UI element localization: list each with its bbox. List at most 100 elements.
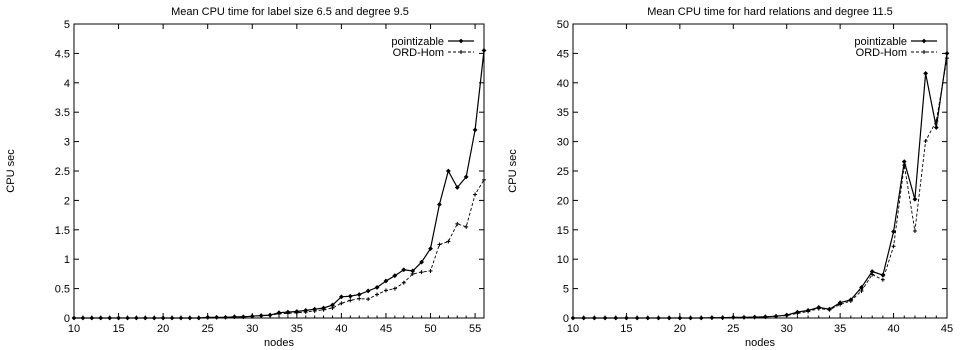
y-tick-label: 0 xyxy=(563,313,569,325)
x-tick-label: 10 xyxy=(567,323,579,335)
y-tick-label: 5 xyxy=(563,284,569,296)
data-point-ord-hom xyxy=(859,288,864,293)
data-point-pointizable xyxy=(912,196,918,202)
data-point-ord-hom xyxy=(285,311,290,316)
data-point-ord-hom xyxy=(656,316,661,320)
data-point-pointizable xyxy=(472,127,478,133)
data-point-ord-hom xyxy=(143,316,148,320)
data-point-ord-hom xyxy=(232,314,237,319)
data-point-ord-hom xyxy=(806,309,811,314)
x-tick-label: 35 xyxy=(291,323,303,335)
y-tick-label: 5 xyxy=(64,19,70,31)
series-line-pointizable xyxy=(573,53,948,319)
data-point-ord-hom xyxy=(401,280,406,285)
legend-label: ORD-Hom xyxy=(393,47,444,59)
x-tick-label: 20 xyxy=(157,323,169,335)
x-tick-label: 40 xyxy=(335,323,347,335)
data-point-ord-hom xyxy=(581,316,586,320)
x-tick-label: 30 xyxy=(246,323,258,335)
series-line-ord-hom xyxy=(573,58,948,319)
data-point-ord-hom xyxy=(752,315,757,320)
data-point-ord-hom xyxy=(912,228,917,233)
data-point-ord-hom xyxy=(241,314,246,319)
chart-title: Mean CPU time for hard relations and deg… xyxy=(647,6,893,18)
data-point-ord-hom xyxy=(709,315,714,320)
data-point-ord-hom xyxy=(161,316,166,320)
y-tick-label: 35 xyxy=(557,107,569,119)
data-point-ord-hom xyxy=(592,316,597,320)
chart-title: Mean CPU time for label size 6.5 and deg… xyxy=(171,6,409,18)
data-point-ord-hom xyxy=(774,314,779,319)
y-tick-label: 2.5 xyxy=(55,166,70,178)
legend-label: pointizable xyxy=(391,36,444,48)
x-tick-label: 10 xyxy=(68,323,80,335)
data-point-pointizable xyxy=(356,292,362,297)
y-axis-label: CPU sec xyxy=(5,149,17,193)
data-point-ord-hom xyxy=(763,314,768,319)
data-point-ord-hom xyxy=(437,242,442,247)
y-tick-label: 3.5 xyxy=(55,107,70,119)
data-point-ord-hom xyxy=(624,316,629,320)
data-point-ord-hom xyxy=(187,316,192,320)
data-point-ord-hom xyxy=(455,221,460,226)
y-tick-label: 15 xyxy=(557,225,569,237)
x-tick-label: 15 xyxy=(112,323,124,335)
data-point-ord-hom xyxy=(170,316,175,320)
data-point-pointizable xyxy=(428,246,433,252)
chart-left: Mean CPU time for label size 6.5 and deg… xyxy=(5,6,487,349)
data-point-ord-hom xyxy=(473,192,478,197)
x-tick-label: 45 xyxy=(941,323,953,335)
legend-marker xyxy=(921,38,927,44)
chart-svg: Mean CPU time for label size 6.5 and deg… xyxy=(5,6,487,349)
data-point-ord-hom xyxy=(366,297,371,302)
y-tick-label: 50 xyxy=(557,19,569,31)
data-point-ord-hom xyxy=(294,310,299,315)
y-tick-label: 0.5 xyxy=(55,284,70,296)
y-tick-label: 25 xyxy=(557,166,569,178)
data-point-ord-hom xyxy=(613,316,618,320)
data-point-ord-hom xyxy=(116,316,121,320)
data-point-pointizable xyxy=(392,273,398,279)
data-point-ord-hom xyxy=(383,288,388,293)
data-point-ord-hom xyxy=(125,316,130,320)
data-point-ord-hom xyxy=(635,316,640,320)
data-point-ord-hom xyxy=(880,277,885,282)
data-point-ord-hom xyxy=(571,316,575,320)
series-line-pointizable xyxy=(74,50,485,319)
data-point-ord-hom xyxy=(720,315,725,320)
data-point-ord-hom xyxy=(816,306,821,311)
data-point-pointizable xyxy=(374,285,380,290)
y-tick-label: 4 xyxy=(64,78,70,90)
y-tick-label: 40 xyxy=(557,78,569,90)
data-point-ord-hom xyxy=(89,316,94,320)
data-point-ord-hom xyxy=(482,177,486,182)
data-point-ord-hom xyxy=(98,316,103,320)
plot-frame xyxy=(73,23,485,319)
x-tick-label: 30 xyxy=(781,323,793,335)
data-point-ord-hom xyxy=(419,270,424,275)
data-point-ord-hom xyxy=(923,139,928,144)
data-point-ord-hom xyxy=(339,301,344,306)
y-tick-label: 30 xyxy=(557,137,569,149)
x-tick-label: 25 xyxy=(202,323,214,335)
data-point-pointizable xyxy=(923,70,929,76)
data-point-pointizable xyxy=(347,293,353,299)
y-tick-label: 0 xyxy=(64,313,70,325)
data-point-ord-hom xyxy=(330,306,335,311)
data-point-ord-hom xyxy=(838,302,843,307)
data-point-ord-hom xyxy=(250,314,255,319)
data-point-ord-hom xyxy=(392,286,397,291)
data-point-ord-hom xyxy=(870,272,875,277)
data-point-ord-hom xyxy=(277,311,281,316)
data-point-ord-hom xyxy=(375,292,380,297)
y-tick-label: 1.5 xyxy=(55,225,70,237)
data-point-ord-hom xyxy=(72,316,76,320)
data-point-ord-hom xyxy=(107,316,112,320)
data-point-pointizable xyxy=(410,268,416,274)
data-point-ord-hom xyxy=(446,239,451,244)
data-point-ord-hom xyxy=(196,316,201,320)
data-point-ord-hom xyxy=(464,224,469,229)
data-point-ord-hom xyxy=(677,316,682,320)
legend-label: ORD-Hom xyxy=(856,47,907,59)
series-line-ord-hom xyxy=(74,179,485,319)
